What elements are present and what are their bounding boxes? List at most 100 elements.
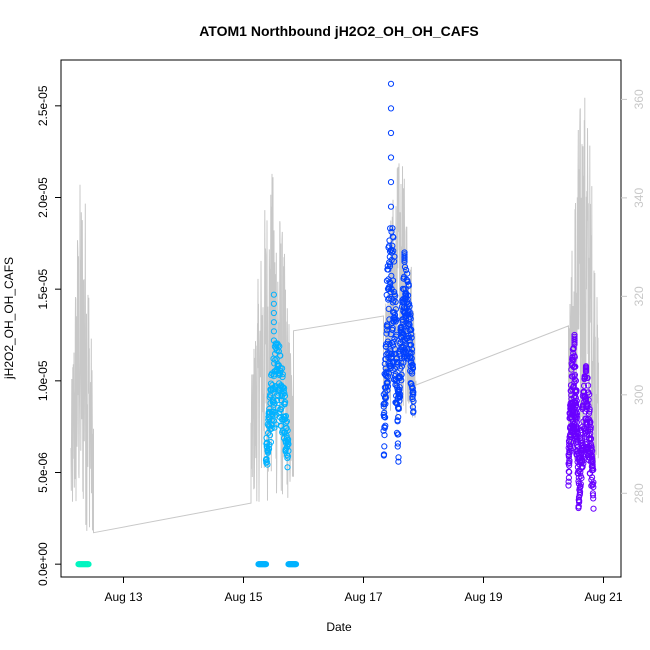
data-point — [382, 414, 389, 421]
data-point — [410, 408, 417, 415]
data-point — [573, 410, 581, 417]
y-tick-label: 0.0e+00 — [36, 542, 50, 586]
data-point — [385, 305, 392, 312]
data-point — [573, 404, 581, 411]
y-axis: 0.0e+00 5.0e-06 1.0e-05 1.5e-05 2.0e-05 2.5e-… — [36, 85, 61, 586]
data-point — [282, 448, 289, 455]
data-point — [590, 479, 597, 486]
y-tick-label: 1.0e-05 — [36, 360, 50, 401]
x-tick-label: Aug 15 — [224, 590, 262, 604]
data-point — [409, 365, 417, 372]
data-point — [389, 325, 396, 332]
data-point — [398, 371, 405, 378]
data-point — [281, 401, 288, 408]
data-point — [398, 359, 405, 366]
data-point — [573, 397, 580, 404]
data-point — [284, 434, 291, 442]
data-point — [408, 349, 415, 356]
data-point — [588, 442, 595, 449]
data-point — [382, 422, 389, 429]
data-point — [380, 451, 388, 458]
data-point — [387, 203, 395, 210]
data-point — [262, 561, 270, 568]
data-point — [390, 234, 397, 241]
data-point — [283, 418, 290, 425]
data-point — [281, 390, 288, 397]
data-point — [392, 306, 399, 313]
data-point — [566, 449, 573, 456]
data-point — [276, 343, 283, 350]
data-point — [565, 482, 572, 489]
data-point — [284, 453, 292, 460]
data-point — [387, 364, 395, 371]
data-point — [587, 423, 594, 431]
data-point — [279, 373, 286, 381]
data-point — [408, 334, 415, 341]
data-point — [571, 354, 578, 361]
data-point — [589, 463, 596, 470]
data-point — [270, 328, 277, 335]
data-point — [589, 455, 596, 462]
data-point — [275, 342, 282, 349]
data-point — [384, 383, 391, 390]
data-point — [394, 443, 401, 450]
data-point — [263, 455, 270, 463]
y-tick-label: 1.5e-05 — [36, 268, 50, 309]
series-3 — [565, 331, 597, 512]
y-axis-label: jH2O2_OH_OH_CAFS — [2, 257, 16, 380]
data-point — [396, 386, 403, 393]
data-point — [395, 405, 402, 412]
data-point — [572, 377, 580, 384]
data-point — [582, 363, 590, 370]
data-point — [572, 363, 579, 370]
data-point — [274, 360, 281, 367]
data-point — [285, 441, 292, 448]
data-point — [388, 351, 395, 358]
x-axis: Aug 13 Aug 15 Aug 17 Aug 19 Aug 21 — [104, 577, 623, 604]
data-point — [406, 300, 413, 307]
data-point — [582, 397, 590, 404]
y2-tick-label: 280 — [632, 483, 646, 503]
data-point — [274, 397, 281, 404]
data-point — [397, 374, 404, 381]
data-point — [585, 382, 592, 389]
data-point — [397, 391, 404, 398]
data-point — [408, 326, 415, 334]
data-point — [586, 391, 593, 398]
data-point — [276, 410, 283, 417]
data-point — [390, 247, 397, 254]
data-point — [392, 292, 399, 299]
y2-tick-label: 340 — [632, 188, 646, 208]
data-point — [396, 397, 403, 404]
data-point — [571, 371, 579, 378]
secondary-line-path — [70, 97, 599, 534]
x-tick-label: Aug 13 — [104, 590, 142, 604]
data-point — [268, 417, 275, 424]
x-tick-label: Aug 19 — [464, 590, 502, 604]
data-point — [580, 382, 588, 389]
data-point — [385, 370, 392, 377]
data-point — [589, 492, 597, 499]
data-point — [586, 406, 593, 413]
series-0 — [75, 561, 92, 568]
data-point — [392, 314, 399, 321]
data-point — [389, 342, 397, 349]
data-point — [382, 394, 389, 402]
data-point — [270, 300, 277, 307]
data-point — [403, 266, 410, 274]
data-point — [264, 461, 271, 468]
data-point — [387, 105, 395, 112]
data-point — [587, 426, 594, 433]
secondary-line — [70, 97, 599, 534]
data-point — [565, 478, 572, 485]
data-point — [292, 561, 300, 568]
scatter-points — [75, 80, 597, 568]
data-point — [387, 80, 395, 87]
data-point — [589, 458, 596, 466]
data-point — [281, 392, 289, 399]
data-point — [573, 401, 580, 409]
data-point — [410, 391, 417, 398]
data-point — [267, 439, 274, 446]
data-point — [405, 282, 412, 289]
